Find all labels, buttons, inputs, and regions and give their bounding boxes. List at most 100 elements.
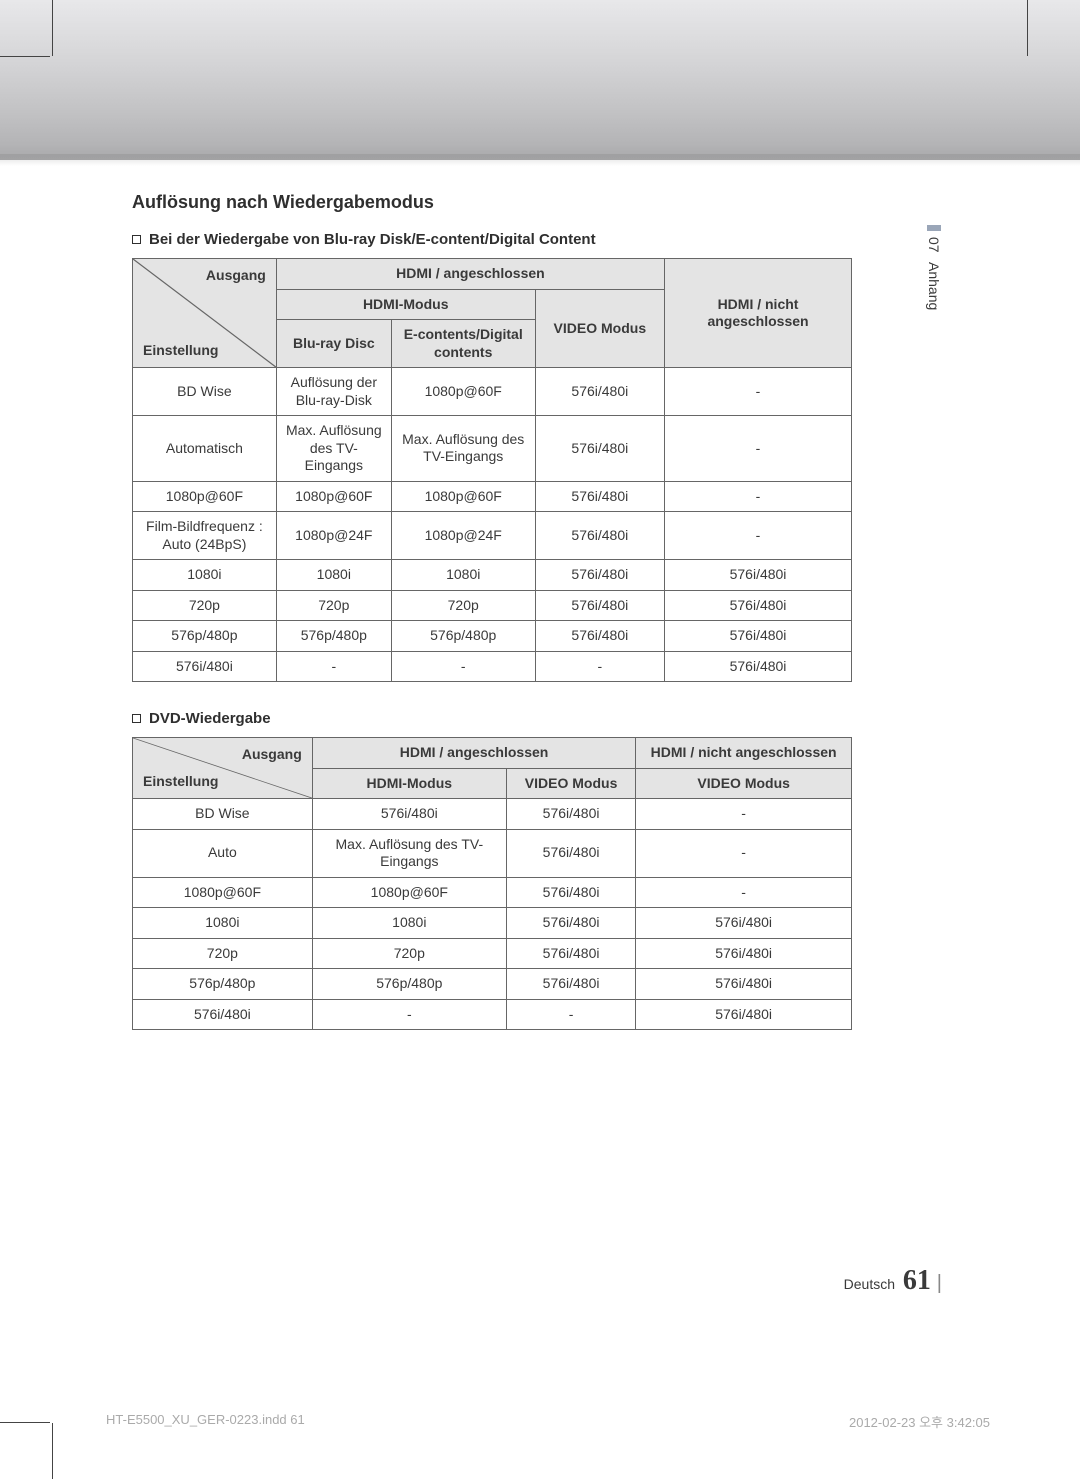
table-cell: 1080p@24F [391,512,535,560]
table-row: 576p/480p576p/480p576i/480i576i/480i [133,969,852,1000]
subsection-2: DVD-Wiedergabe [132,710,852,727]
table-cell: 720p [391,590,535,621]
section-title: Auflösung nach Wiedergabemodus [132,192,852,213]
th-bluray: Blu-ray Disc [276,320,391,368]
table-row: 1080i1080i1080i576i/480i576i/480i [133,560,852,591]
corner-ausgang: Ausgang [242,746,302,764]
table-cell: 576i/480i [133,651,277,682]
table-cell: 576i/480i [535,368,664,416]
resolution-table-dvd: Ausgang Einstellung HDMI / angeschlossen… [132,737,852,1030]
th-video-mode: VIDEO Modus [535,289,664,368]
table-cell: 720p [276,590,391,621]
th-hdmi-mode: HDMI-Modus [312,768,506,799]
crop-mark [0,56,50,57]
footer-page-number: 61 [903,1265,931,1296]
table-cell: 576i/480i [506,938,635,969]
subsection-1-label: Bei der Wiedergabe von Blu-ray Disk/E-co… [149,231,596,248]
table-cell: 576p/480p [276,621,391,652]
th-econtent: E-contents/Digital contents [391,320,535,368]
table-cell: 576p/480p [133,621,277,652]
table-cell: Max. Auflösung des TV-Eingangs [312,829,506,877]
table-cell: 576i/480i [506,908,635,939]
subsection-1: Bei der Wiedergabe von Blu-ray Disk/E-co… [132,231,852,248]
table-cell: 576p/480p [312,969,506,1000]
table-cell: 1080p@60F [312,877,506,908]
table-cell: 1080i [391,560,535,591]
table-cell: - [636,799,852,830]
square-bullet-icon [132,714,141,723]
subsection-2-label: DVD-Wiedergabe [149,710,271,727]
table-cell: 1080i [276,560,391,591]
print-footer: HT-E5500_XU_GER-0223.indd 61 2012-02-23 … [106,1412,990,1431]
table-cell: 1080i [312,908,506,939]
table-row: AutoMax. Auflösung des TV-Eingangs576i/4… [133,829,852,877]
table-corner-cell: Ausgang Einstellung [133,259,277,368]
table-cell: 576i/480i [665,621,852,652]
footer-language: Deutsch [844,1276,895,1292]
corner-einstellung: Einstellung [143,773,218,791]
crop-mark [1027,0,1028,56]
side-tab-marker [927,225,941,231]
table-row: 576i/480i---576i/480i [133,651,852,682]
table-cell: - [506,999,635,1030]
table-cell: 576i/480i [665,651,852,682]
table-cell: 1080i [133,560,277,591]
table-cell: - [665,416,852,482]
table-cell: 576i/480i [636,908,852,939]
table-cell: 1080i [133,908,313,939]
table-row: 1080p@60F1080p@60F576i/480i- [133,877,852,908]
table-corner-cell: Ausgang Einstellung [133,738,313,799]
resolution-table-bluray: Ausgang Einstellung HDMI / angeschlossen… [132,258,852,682]
table-cell: Max. Auflösung des TV-Eingangs [276,416,391,482]
table-cell: 1080p@60F [391,368,535,416]
table-cell: Auflösung der Blu-ray-Disk [276,368,391,416]
table-cell: 576i/480i [535,621,664,652]
table-cell: 1080p@60F [276,481,391,512]
side-tab: 07 Anhang [926,225,942,311]
table-row: Film-Bildfrequenz : Auto (24BpS)1080p@24… [133,512,852,560]
crop-mark [0,1422,50,1423]
table-row: 720p720p720p576i/480i576i/480i [133,590,852,621]
side-tab-label: Anhang [926,262,942,310]
th-video-mode: VIDEO Modus [506,768,635,799]
table-cell: 576i/480i [506,969,635,1000]
crop-mark [52,0,53,56]
table-row: AutomatischMax. Auflösung des TV-Eingang… [133,416,852,482]
table-cell: BD Wise [133,799,313,830]
th-hdmi-connected: HDMI / angeschlossen [312,738,636,769]
th-hdmi-not-connected: HDMI / nicht angeschlossen [636,738,852,769]
table-row: 720p720p576i/480i576i/480i [133,938,852,969]
table-cell: 576i/480i [535,590,664,621]
crop-mark [52,1423,53,1479]
print-timestamp: 2012-02-23 오후 3:42:05 [849,1412,990,1431]
table-cell: 576i/480i [665,590,852,621]
table-cell: 576i/480i [133,999,313,1030]
table-cell: 1080p@60F [133,877,313,908]
table-cell: 576i/480i [506,799,635,830]
table-cell: - [312,999,506,1030]
top-banner [0,0,1080,160]
table-cell: 576i/480i [636,938,852,969]
table-row: 576p/480p576p/480p576p/480p576i/480i576i… [133,621,852,652]
table-cell: 576i/480i [535,512,664,560]
table-cell: - [391,651,535,682]
table-cell: 576i/480i [535,416,664,482]
table-cell: 720p [133,938,313,969]
table-cell: 720p [312,938,506,969]
table-cell: 576i/480i [506,829,635,877]
table-cell: Auto [133,829,313,877]
table-cell: - [636,877,852,908]
table-cell: 1080p@60F [391,481,535,512]
square-bullet-icon [132,235,141,244]
table-cell: - [535,651,664,682]
th-hdmi-connected: HDMI / angeschlossen [276,259,664,290]
table-cell: - [276,651,391,682]
table-cell: Automatisch [133,416,277,482]
th-hdmi-not-connected: HDMI / nicht angeschlossen [665,259,852,368]
table-row: 1080i1080i576i/480i576i/480i [133,908,852,939]
table-cell: 576p/480p [391,621,535,652]
print-file: HT-E5500_XU_GER-0223.indd 61 [106,1412,305,1431]
table-cell: 1080p@24F [276,512,391,560]
table-cell: - [636,829,852,877]
table-row: BD WiseAuflösung der Blu-ray-Disk1080p@6… [133,368,852,416]
